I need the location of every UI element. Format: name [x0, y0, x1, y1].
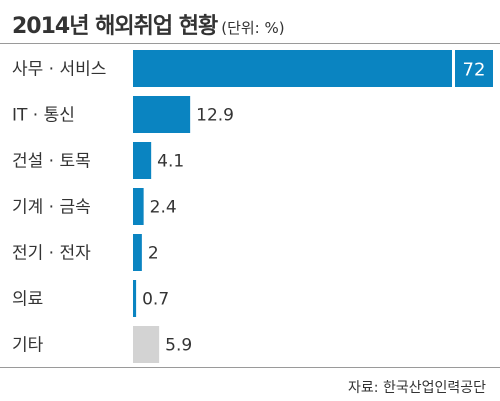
- bottom-divider: [0, 367, 500, 368]
- bar: [133, 96, 191, 133]
- category-label: 건설 · 토목: [12, 152, 91, 172]
- bar: [133, 280, 137, 317]
- chart-title: 2014년 해외취업 현황: [12, 14, 218, 39]
- value-label: 12.9: [196, 106, 234, 126]
- chart-unit: (단위: %): [221, 19, 285, 37]
- category-label: 의료: [12, 290, 43, 310]
- category-label: IT · 통신: [12, 106, 75, 126]
- category-label: 기타: [12, 336, 44, 356]
- top-divider: [0, 43, 500, 44]
- value-label: 0.7: [142, 290, 169, 310]
- source-note: 자료: 한국산업인력공단: [348, 380, 486, 396]
- value-label: 2.4: [150, 198, 177, 218]
- bar: [133, 234, 142, 271]
- value-label: 72: [463, 60, 486, 81]
- bar: [133, 142, 152, 179]
- value-label-box: [455, 50, 493, 87]
- category-label: 전기 · 전자: [12, 244, 91, 264]
- value-label: 5.9: [165, 336, 192, 356]
- category-label: 기계 · 금속: [12, 198, 91, 218]
- bar: [133, 326, 160, 363]
- category-label: 사무 · 서비스: [12, 60, 106, 80]
- bar: [133, 50, 452, 87]
- bar: [133, 188, 144, 225]
- value-label: 4.1: [157, 152, 184, 172]
- chart-title-row: 2014년 해외취업 현황 (단위: %): [12, 8, 492, 39]
- value-label: 2: [148, 244, 159, 264]
